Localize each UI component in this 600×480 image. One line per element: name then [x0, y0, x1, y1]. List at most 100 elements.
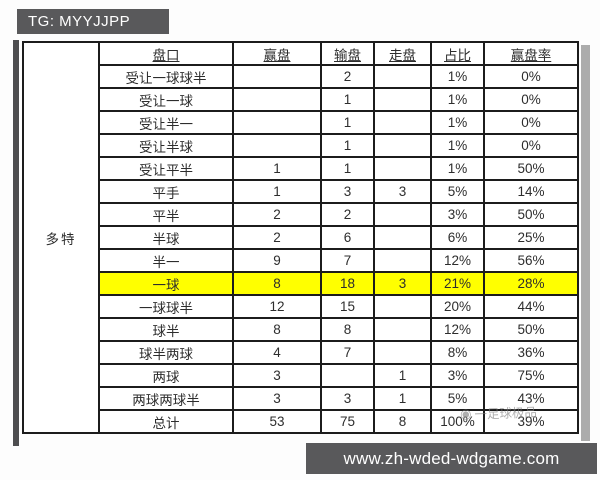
push-cell [373, 133, 432, 158]
share-cell: 1% [430, 87, 485, 112]
table-row: 球半 8 8 12% 50% [23, 317, 579, 342]
table-row: 受让一球 1 1% 0% [23, 87, 579, 112]
lose-cell: 1 [320, 133, 375, 158]
push-cell: 3 [373, 179, 432, 204]
win-cell: 4 [232, 340, 322, 365]
table-row: 半球 2 6 6% 25% [23, 225, 579, 250]
push-cell: 1 [373, 386, 432, 411]
push-cell [373, 202, 432, 227]
share-cell: 1% [430, 110, 485, 135]
share-cell: 3% [430, 363, 485, 388]
share-cell: 6% [430, 225, 485, 250]
win-cell: 8 [232, 317, 322, 342]
table-row: 受让平半 1 1 1% 50% [23, 156, 579, 181]
share-cell: 12% [430, 248, 485, 273]
handicap-cell: 受让平半 [98, 156, 234, 181]
lose-cell: 3 [320, 179, 375, 204]
share-cell: 3% [430, 202, 485, 227]
handicap-cell: 受让半一 [98, 110, 234, 135]
push-cell: 8 [373, 409, 432, 434]
win-cell: 53 [232, 409, 322, 434]
table-row: 平手 1 3 3 5% 14% [23, 179, 579, 204]
lose-cell: 3 [320, 386, 375, 411]
col-header-winrate: 赢盘率 [483, 41, 579, 66]
handicap-cell: 平半 [98, 202, 234, 227]
handicap-cell: 两球两球半 [98, 386, 234, 411]
winrate-cell: 36% [483, 340, 579, 365]
col-header-handicap: 盘口 [98, 41, 234, 66]
push-cell: 1 [373, 363, 432, 388]
share-cell: 8% [430, 340, 485, 365]
table-row: 球半两球 4 7 8% 36% [23, 340, 579, 365]
lose-cell: 6 [320, 225, 375, 250]
table-row: 受让半球 1 1% 0% [23, 133, 579, 158]
lose-cell: 1 [320, 156, 375, 181]
push-cell [373, 225, 432, 250]
winrate-cell: 0% [483, 133, 579, 158]
share-cell: 5% [430, 179, 485, 204]
col-header-share: 占比 [430, 41, 485, 66]
push-cell [373, 248, 432, 273]
push-cell [373, 317, 432, 342]
lose-cell: 2 [320, 202, 375, 227]
win-cell [232, 133, 322, 158]
win-cell: 2 [232, 225, 322, 250]
website-bar: www.zh-wded-wdgame.com [306, 443, 597, 474]
table-row: 两球两球半 3 3 1 5% 43% [23, 386, 579, 411]
table-row: 受让一球球半 2 1% 0% [23, 64, 579, 89]
winrate-cell: 43% [483, 386, 579, 411]
share-cell: 1% [430, 133, 485, 158]
col-header-win: 赢盘 [232, 41, 322, 66]
share-cell: 20% [430, 294, 485, 319]
table-row: 一球球半 12 15 20% 44% [23, 294, 579, 319]
share-cell: 12% [430, 317, 485, 342]
lose-cell: 7 [320, 248, 375, 273]
winrate-cell: 25% [483, 225, 579, 250]
table-row: 半一 9 7 12% 56% [23, 248, 579, 273]
win-cell: 1 [232, 156, 322, 181]
winrate-cell: 50% [483, 156, 579, 181]
win-cell: 8 [232, 271, 322, 296]
lose-cell: 18 [320, 271, 375, 296]
table-left-shadow [13, 40, 19, 446]
lose-cell [320, 363, 375, 388]
winrate-cell: 50% [483, 202, 579, 227]
col-header-push: 走盘 [373, 41, 432, 66]
win-cell: 3 [232, 386, 322, 411]
handicap-cell: 一球球半 [98, 294, 234, 319]
handicap-cell: 半一 [98, 248, 234, 273]
win-cell [232, 64, 322, 89]
win-cell [232, 87, 322, 112]
winrate-cell: 44% [483, 294, 579, 319]
win-cell [232, 110, 322, 135]
lose-cell: 15 [320, 294, 375, 319]
table-row: 平半 2 2 3% 50% [23, 202, 579, 227]
push-cell [373, 110, 432, 135]
lose-cell: 75 [320, 409, 375, 434]
lose-cell: 7 [320, 340, 375, 365]
website-url: www.zh-wded-wdgame.com [343, 448, 560, 468]
win-cell: 1 [232, 179, 322, 204]
lose-cell: 8 [320, 317, 375, 342]
handicap-cell: 球半 [98, 317, 234, 342]
push-cell: 3 [373, 271, 432, 296]
lose-cell: 2 [320, 64, 375, 89]
handicap-cell: 总计 [98, 409, 234, 434]
telegram-handle-bar: TG: MYYJJPP [17, 9, 169, 34]
win-cell: 3 [232, 363, 322, 388]
winrate-cell: 0% [483, 110, 579, 135]
table-row: 两球 3 1 3% 75% [23, 363, 579, 388]
winrate-cell: 14% [483, 179, 579, 204]
lose-cell: 1 [320, 87, 375, 112]
handicap-cell: 两球 [98, 363, 234, 388]
win-cell: 12 [232, 294, 322, 319]
team-name-cell: 多特 [22, 41, 100, 434]
push-cell [373, 156, 432, 181]
winrate-cell: 0% [483, 87, 579, 112]
push-cell [373, 87, 432, 112]
win-cell: 9 [232, 248, 322, 273]
handicap-cell: 平手 [98, 179, 234, 204]
table-row-total: 总计 53 75 8 100% 39% [23, 409, 579, 434]
winrate-cell: 0% [483, 64, 579, 89]
